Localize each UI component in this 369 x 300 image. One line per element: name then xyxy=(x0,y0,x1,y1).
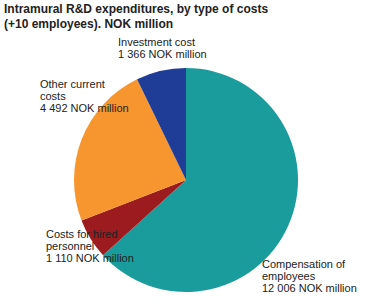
svg-text:Other currentcosts4 492 NOK mi: Other currentcosts4 492 NOK million xyxy=(40,78,129,114)
html-text:(+10 employees). NOK million: (+10 employees). NOK million xyxy=(4,17,174,31)
html-text:Intramural R&D expenditures, b: Intramural R&D expenditures, by type of … xyxy=(4,2,269,16)
svg-text:Investment cost1 366 NOK milli: Investment cost1 366 NOK million xyxy=(118,36,207,60)
svg-text:Compensation ofemployees12 006: Compensation ofemployees12 006 NOK milli… xyxy=(262,258,357,294)
svg-text:Costs for hiredpersonnel1 110: Costs for hiredpersonnel1 110 NOK millio… xyxy=(46,228,134,264)
